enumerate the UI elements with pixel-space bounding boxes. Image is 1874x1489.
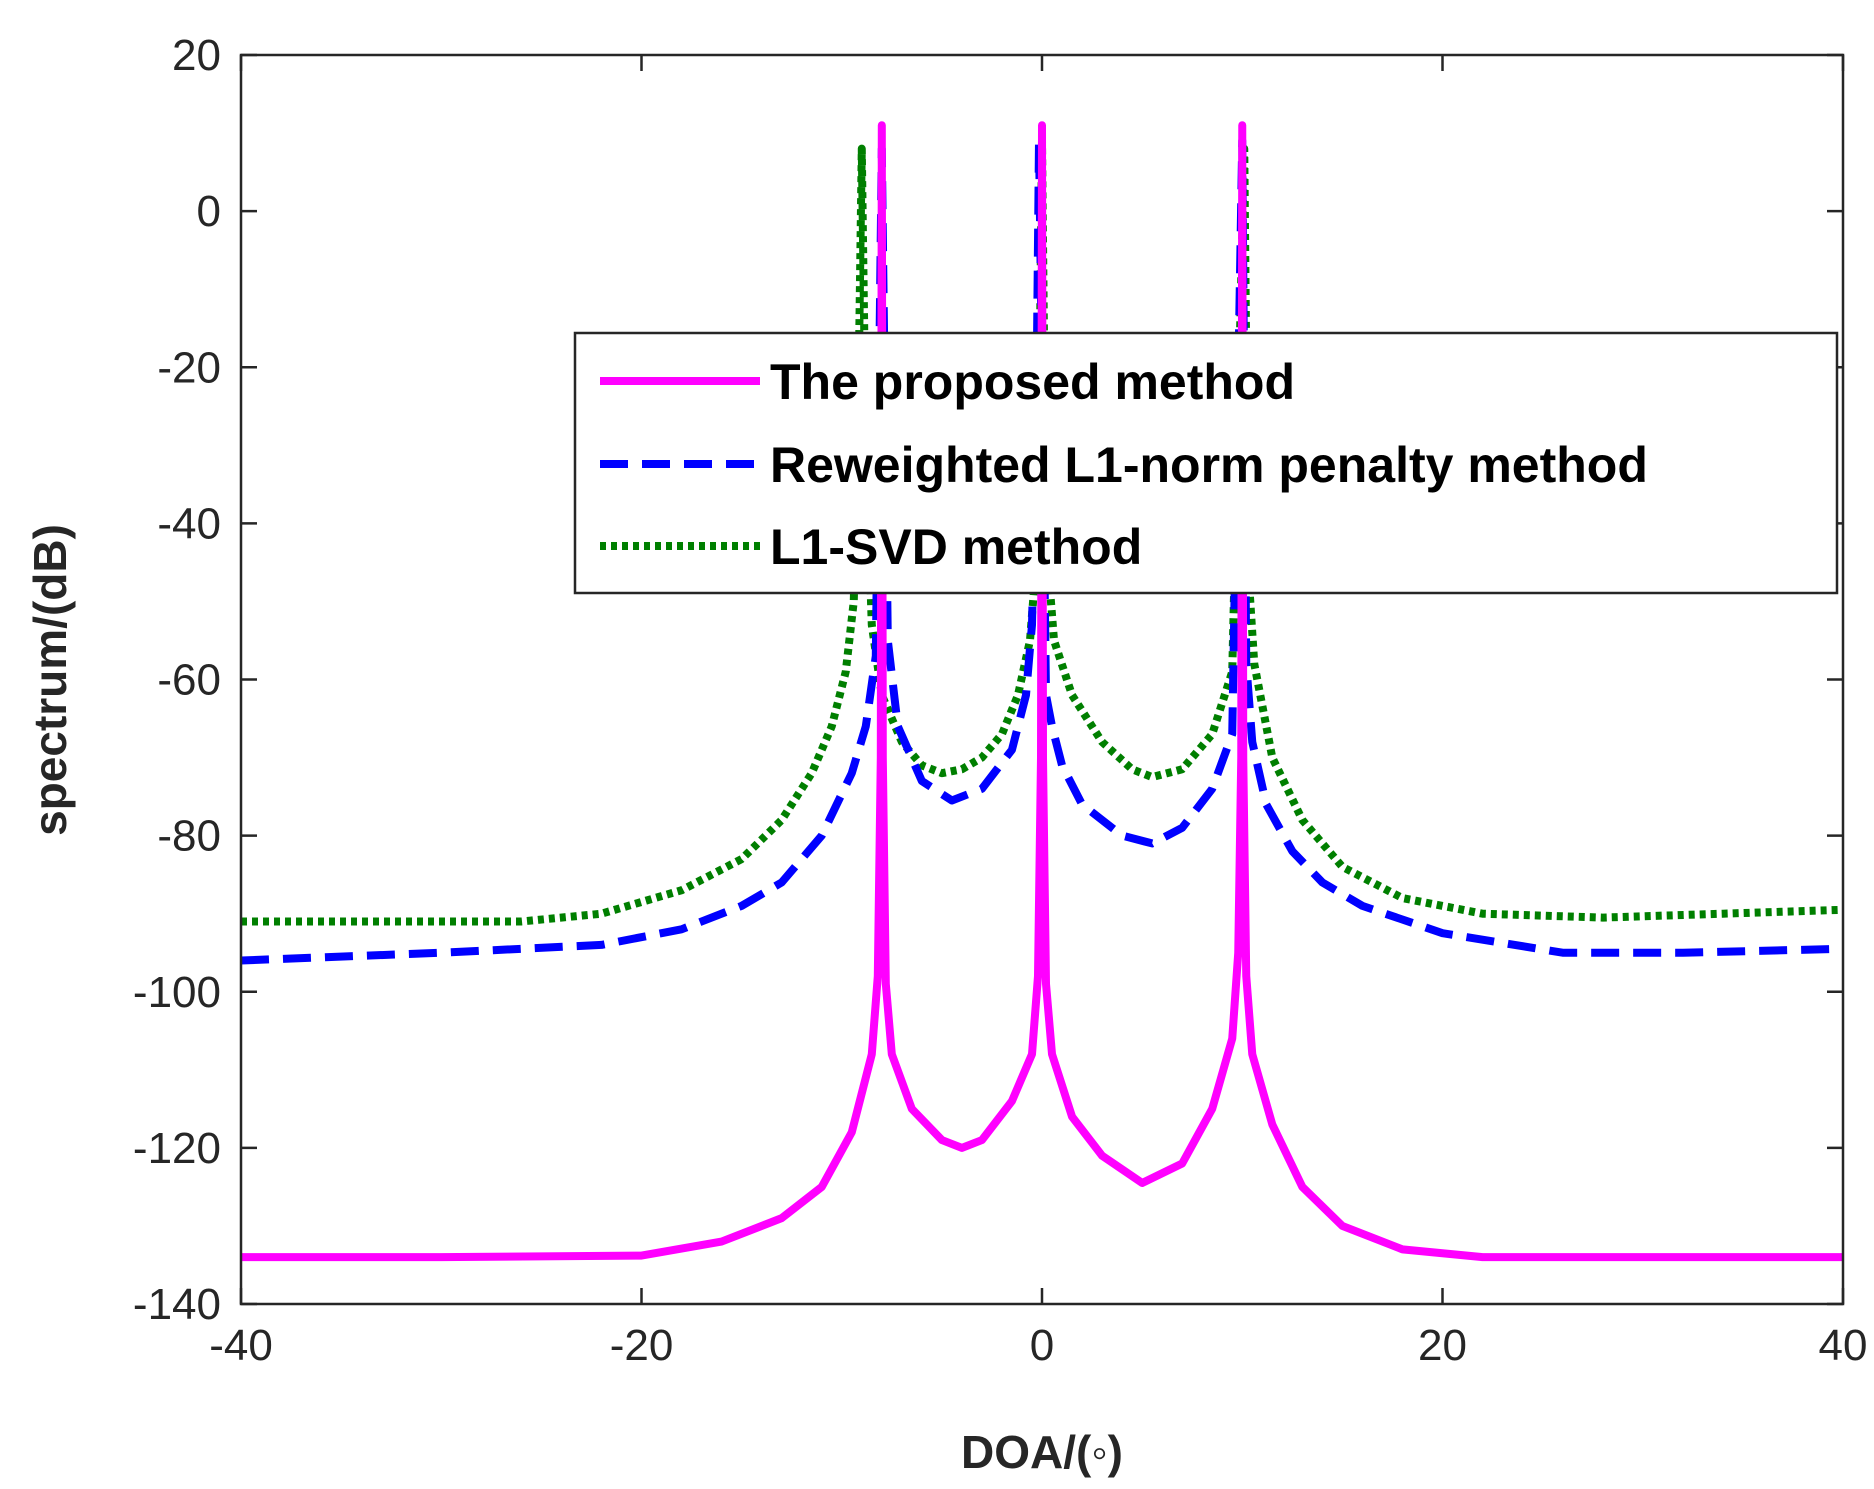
legend-box — [573, 331, 1839, 595]
ticks-layer: -40 -20 0 20 40 -140 -120 -100 -80 -60 -40 -20 0 20 — [133, 31, 1868, 1370]
x-tick-label: 0 — [1030, 1321, 1054, 1370]
y-tick-label: -120 — [133, 1124, 221, 1173]
x-tick-label: -40 — [209, 1321, 273, 1370]
legend-label-l1svd: L1-SVD method — [770, 519, 1142, 575]
axes-box — [239, 53, 1845, 1306]
y-tick-label: -80 — [157, 812, 221, 861]
y-tick-label: -20 — [157, 343, 221, 392]
legend-label-reweighted: Reweighted L1-norm penalty method — [770, 437, 1648, 493]
y-tick-label: 0 — [197, 187, 221, 236]
y-axis-title: spectrum/(dB) — [24, 524, 76, 836]
series-line-2 — [241, 136, 1843, 926]
y-tick-label: -60 — [157, 656, 221, 705]
y-tick-label: -40 — [157, 499, 221, 548]
y-tick-label: -100 — [133, 968, 221, 1017]
y-tick-label: -140 — [133, 1280, 221, 1329]
x-tick-label: 40 — [1819, 1321, 1868, 1370]
x-tick-label: 20 — [1418, 1321, 1467, 1370]
series-line-1 — [241, 136, 1843, 965]
x-tick-label: -20 — [610, 1321, 674, 1370]
legend-label-proposed: The proposed method — [770, 354, 1295, 410]
y-tick-label: 20 — [172, 31, 221, 80]
series-line-0 — [241, 121, 1843, 1262]
x-axis-title: DOA/(◦) — [961, 1426, 1123, 1478]
legend: The proposed method Reweighted L1-norm p… — [573, 331, 1839, 595]
series-layer — [241, 121, 1843, 1262]
